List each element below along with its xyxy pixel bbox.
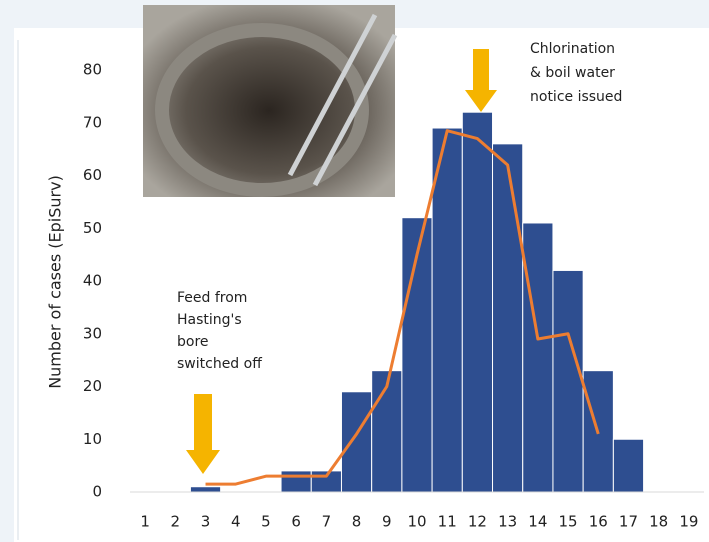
x-tick-label: 4 — [231, 513, 241, 531]
x-tick-label: 2 — [171, 513, 181, 531]
y-tick-label: 0 — [92, 483, 102, 501]
x-tick-label: 11 — [438, 513, 457, 531]
bar — [523, 223, 553, 492]
bar — [432, 128, 462, 492]
bar — [493, 144, 523, 492]
chart: Number of cases (EpiSurv) 0 10 20 30 40 50 60 7… — [0, 0, 709, 542]
x-tick-label: 5 — [261, 513, 271, 531]
bar — [341, 392, 371, 492]
bar — [462, 112, 492, 492]
x-tick-label: 19 — [679, 513, 698, 531]
annotation: Chlorination & boil water notice issued — [530, 41, 622, 105]
x-tick-label: 3 — [201, 513, 211, 531]
x-tick-label: 18 — [649, 513, 668, 531]
x-tick-label: 1 — [140, 513, 150, 531]
bar — [281, 471, 311, 492]
x-tick-label: 8 — [352, 513, 362, 531]
bar — [553, 270, 583, 492]
x-tick-label: 13 — [498, 513, 517, 531]
x-tick-label: 6 — [291, 513, 301, 531]
bar — [613, 439, 643, 492]
y-tick-label: 40 — [83, 272, 102, 290]
x-tick-label: 10 — [407, 513, 426, 531]
y-tick-label: 60 — [83, 166, 102, 184]
x-tick-label: 7 — [322, 513, 332, 531]
y-tick-label: 30 — [83, 324, 102, 342]
y-tick-label: 70 — [83, 113, 102, 131]
x-tick-label: 16 — [589, 513, 608, 531]
x-tick-label: 14 — [528, 513, 547, 531]
x-tick-label: 9 — [382, 513, 392, 531]
x-tick-label: 15 — [559, 513, 578, 531]
y-axis-label: Number of cases (EpiSurv) — [46, 175, 65, 389]
x-tick-label: 17 — [619, 513, 638, 531]
y-tick-label: 80 — [83, 61, 102, 79]
y-tick-label: 10 — [83, 430, 102, 448]
x-tick-label: 12 — [468, 513, 487, 531]
y-tick-label: 50 — [83, 219, 102, 237]
bar — [190, 487, 220, 492]
y-tick-label: 20 — [83, 377, 102, 395]
